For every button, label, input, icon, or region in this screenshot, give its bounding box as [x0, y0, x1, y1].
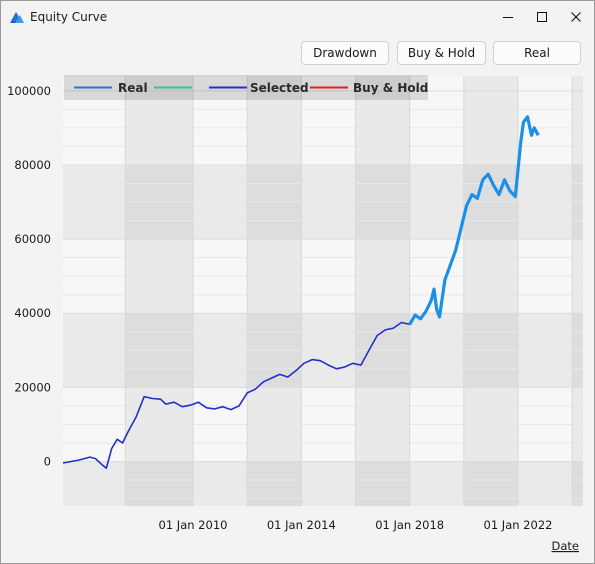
real-button[interactable]: Real	[493, 41, 581, 65]
minimize-button[interactable]	[491, 1, 525, 33]
legend-label: Buy & Hold	[353, 81, 428, 95]
close-button[interactable]	[559, 1, 593, 33]
maximize-icon	[537, 12, 547, 22]
drawdown-button[interactable]: Drawdown	[301, 41, 389, 65]
equity-chart-svg[interactable]: 0 20000 40000 60000 80000 100000 01 Jan 2010 01…	[1, 73, 594, 563]
plot-background	[63, 76, 583, 506]
app-logo-icon	[10, 12, 24, 23]
vertical-band	[355, 76, 410, 506]
minimize-icon	[503, 17, 513, 18]
x-tick-label: 01 Jan 2022	[484, 518, 553, 532]
vertical-band	[125, 76, 193, 506]
x-axis-title: Date	[552, 539, 580, 553]
x-tick-label: 01 Jan 2014	[267, 518, 336, 532]
close-icon	[571, 12, 581, 22]
title-bar: Equity Curve	[1, 1, 594, 33]
y-tick-label: 60000	[14, 232, 51, 246]
y-tick-label: 0	[44, 455, 51, 469]
series-line-selected	[62, 321, 410, 469]
y-tick-label: 40000	[14, 306, 51, 320]
vertical-band	[463, 76, 518, 506]
legend-label: Real	[118, 81, 148, 95]
y-tick-label: 20000	[14, 380, 51, 394]
vertical-band	[572, 76, 583, 506]
window-title: Equity Curve	[30, 10, 108, 24]
equity-chart[interactable]: 0 20000 40000 60000 80000 100000 01 Jan 2010 01…	[1, 73, 594, 563]
vertical-band	[247, 76, 302, 506]
buy-hold-button[interactable]: Buy & Hold	[397, 41, 486, 65]
horizontal-band	[63, 461, 583, 506]
maximize-button[interactable]	[525, 1, 559, 33]
x-tick-label: 01 Jan 2010	[159, 518, 228, 532]
x-tick-label: 01 Jan 2018	[375, 518, 444, 532]
series-line-real	[408, 115, 540, 326]
y-tick-label: 100000	[7, 84, 51, 98]
legend-label: Selected	[250, 81, 309, 95]
y-tick-label: 80000	[14, 158, 51, 172]
